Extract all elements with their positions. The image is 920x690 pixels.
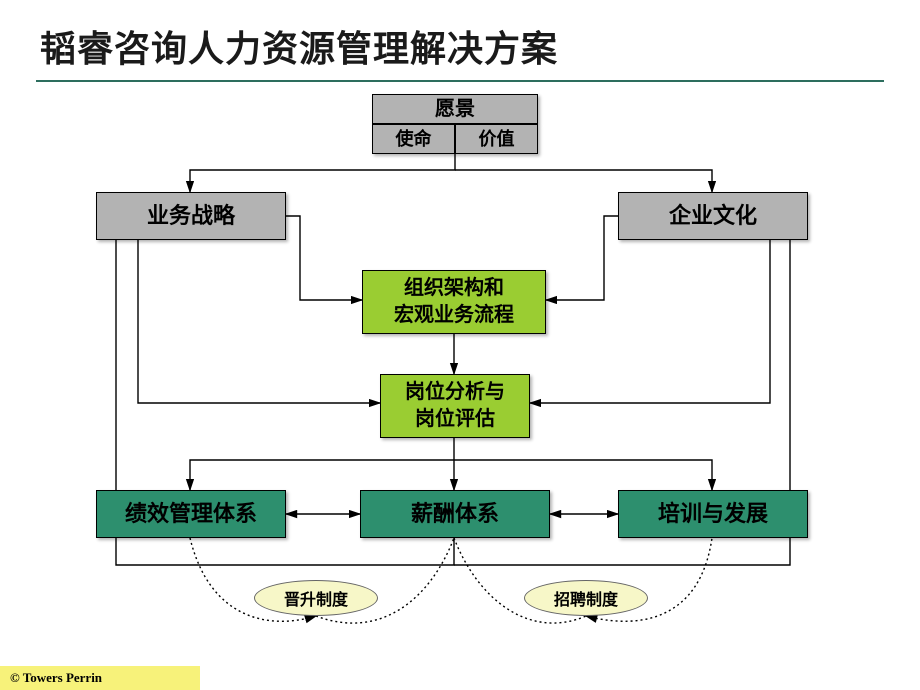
node-value-label: 价值 bbox=[479, 127, 515, 151]
page-title: 韬睿咨询人力资源管理解决方案 bbox=[40, 20, 558, 72]
node-promo-label: 晋升制度 bbox=[284, 586, 348, 610]
node-perf-label: 绩效管理体系 bbox=[125, 499, 257, 529]
node-promo: 晋升制度 bbox=[254, 580, 378, 616]
copyright-strip: © Towers Perrin bbox=[0, 666, 200, 690]
node-culture: 企业文化 bbox=[618, 192, 808, 240]
node-org-label: 组织架构和 宏观业务流程 bbox=[394, 275, 514, 329]
node-train-label: 培训与发展 bbox=[658, 499, 768, 529]
node-recruit-label: 招聘制度 bbox=[554, 586, 618, 610]
copyright-text: © Towers Perrin bbox=[10, 670, 102, 686]
node-strategy: 业务战略 bbox=[96, 192, 286, 240]
node-strategy-label: 业务战略 bbox=[147, 201, 235, 231]
node-job: 岗位分析与 岗位评估 bbox=[380, 374, 530, 438]
node-train: 培训与发展 bbox=[618, 490, 808, 538]
node-recruit: 招聘制度 bbox=[524, 580, 648, 616]
node-culture-label: 企业文化 bbox=[669, 201, 757, 231]
node-value: 价值 bbox=[455, 124, 538, 154]
node-mission-label: 使命 bbox=[396, 127, 432, 151]
node-vision-label: 愿景 bbox=[435, 96, 475, 123]
title-underline bbox=[36, 80, 884, 82]
node-job-label: 岗位分析与 岗位评估 bbox=[405, 379, 505, 433]
node-vision: 愿景 bbox=[372, 94, 538, 124]
node-comp-label: 薪酬体系 bbox=[411, 499, 499, 529]
slide: 韬睿咨询人力资源管理解决方案 愿景 使命 价值 业务战略 企业文化 组织架构和 … bbox=[0, 0, 920, 690]
node-mission: 使命 bbox=[372, 124, 455, 154]
node-perf: 绩效管理体系 bbox=[96, 490, 286, 538]
node-org: 组织架构和 宏观业务流程 bbox=[362, 270, 546, 334]
node-comp: 薪酬体系 bbox=[360, 490, 550, 538]
